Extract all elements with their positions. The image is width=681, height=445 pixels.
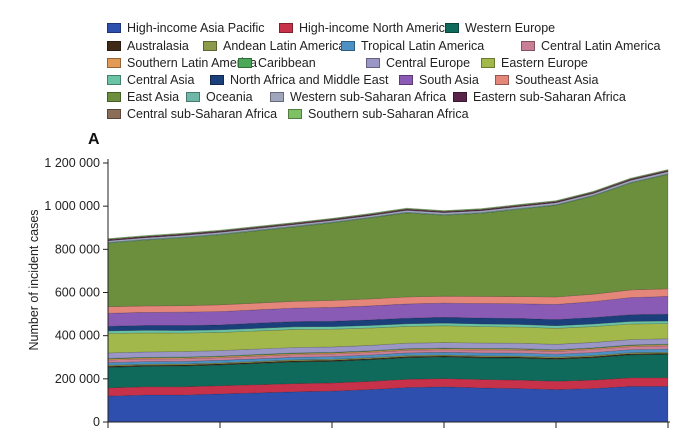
chart-legend: High-income Asia Pacific High-income Nort… bbox=[0, 0, 681, 130]
legend-swatch bbox=[495, 75, 509, 85]
legend-label: Central Europe bbox=[386, 56, 471, 70]
legend-label: Oceania bbox=[206, 90, 253, 104]
y-axis-label: Number of incident cases bbox=[27, 209, 41, 350]
legend-item-eastern-sub-saharan-africa: Eastern sub-Saharan Africa bbox=[453, 90, 626, 104]
legend-item-central-latin-america: Central Latin America bbox=[521, 39, 661, 53]
y-tick-label: 800 000 bbox=[55, 242, 100, 256]
legend-label: Eastern sub-Saharan Africa bbox=[473, 90, 626, 104]
legend-label: North Africa and Middle East bbox=[230, 73, 389, 87]
legend-label: Andean Latin America bbox=[223, 39, 346, 53]
legend-label: Australasia bbox=[127, 39, 189, 53]
legend-label: High-income North America bbox=[299, 21, 452, 35]
legend-label: High-income Asia Pacific bbox=[127, 21, 265, 35]
legend-item-central-asia: Central Asia bbox=[107, 73, 194, 87]
legend-swatch bbox=[107, 23, 121, 33]
legend-swatch bbox=[107, 41, 121, 51]
legend-item-western-europe: Western Europe bbox=[445, 21, 555, 35]
area-southern-sub-saharan-africa bbox=[107, 169, 669, 240]
legend-item-eastern-europe: Eastern Europe bbox=[481, 56, 588, 70]
legend-swatch bbox=[366, 58, 380, 68]
legend-swatch bbox=[453, 92, 467, 102]
legend-swatch bbox=[270, 92, 284, 102]
legend-label: Western Europe bbox=[465, 21, 556, 35]
legend-swatch bbox=[186, 92, 200, 102]
legend-label: South Asia bbox=[419, 73, 479, 87]
y-tick-label: 200 000 bbox=[55, 372, 100, 386]
legend-swatch bbox=[238, 58, 252, 68]
area-western-europe bbox=[107, 354, 669, 389]
legend-item-tropical-latin-america: Tropical Latin America bbox=[341, 39, 484, 53]
legend-item-high-income-north-america: High-income North America bbox=[279, 21, 452, 35]
area-south-asia bbox=[107, 296, 669, 327]
area-andean-latin-america bbox=[107, 351, 669, 367]
legend-item-andean-latin-america: Andean Latin America bbox=[203, 39, 345, 53]
legend-swatch bbox=[445, 23, 459, 33]
legend-swatch bbox=[107, 75, 121, 85]
y-tick-label: 1 200 000 bbox=[44, 156, 100, 170]
legend-item-central-europe: Central Europe bbox=[366, 56, 470, 70]
legend-item-north-africa-and-middle-east: North Africa and Middle East bbox=[210, 73, 388, 87]
legend-swatch bbox=[288, 109, 302, 119]
legend-swatch bbox=[341, 41, 355, 51]
y-tick-label: 0 bbox=[93, 415, 100, 429]
legend-swatch bbox=[107, 92, 121, 102]
area-southeast-asia bbox=[107, 288, 669, 314]
legend-swatch bbox=[279, 23, 293, 33]
legend-swatch bbox=[107, 109, 121, 119]
legend-label: Central sub-Saharan Africa bbox=[127, 107, 278, 121]
legend-label: Tropical Latin America bbox=[361, 39, 485, 53]
area-oceania bbox=[107, 173, 669, 244]
legend-swatch bbox=[203, 41, 217, 51]
legend-item-oceania: Oceania bbox=[186, 90, 253, 104]
legend-item-southern-latin-america: Southern Latin America bbox=[107, 56, 257, 70]
legend-label: Central Asia bbox=[127, 73, 195, 87]
y-tick-label: 600 000 bbox=[55, 286, 100, 300]
legend-item-east-asia: East Asia bbox=[107, 90, 179, 104]
legend-swatch bbox=[107, 58, 121, 68]
panel-label: A bbox=[88, 131, 100, 148]
legend-swatch bbox=[399, 75, 413, 85]
legend-item-caribbean: Caribbean bbox=[238, 56, 316, 70]
area-central-europe bbox=[107, 338, 669, 359]
legend-label: East Asia bbox=[127, 90, 180, 104]
legend-label: Southern Latin America bbox=[127, 56, 257, 70]
stacked-area-chart: 0 200 000 400 000 600 000 800 000 1 000 000 1 … bbox=[27, 156, 670, 429]
axes-group: 0 200 000 400 000 600 000 800 000 1 000 000 1 … bbox=[44, 156, 670, 429]
legend-item-high-income-asia-pacific: High-income Asia Pacific bbox=[107, 21, 265, 35]
y-tick-label: 400 000 bbox=[55, 329, 100, 343]
legend-item-central-sub-saharan-africa: Central sub-Saharan Africa bbox=[107, 107, 277, 121]
area-series-group bbox=[107, 169, 669, 423]
legend-swatch bbox=[210, 75, 224, 85]
legend-label: Southeast Asia bbox=[515, 73, 599, 87]
y-tick-label: 1 000 000 bbox=[44, 199, 100, 213]
legend-swatch bbox=[521, 41, 535, 51]
legend-swatch bbox=[481, 58, 495, 68]
legend-label: Eastern Europe bbox=[501, 56, 588, 70]
legend-item-western-sub-saharan-africa: Western sub-Saharan Africa bbox=[270, 90, 446, 104]
legend-label: Central Latin America bbox=[541, 39, 661, 53]
legend-item-southeast-asia: Southeast Asia bbox=[495, 73, 598, 87]
legend-item-australasia: Australasia bbox=[107, 39, 189, 53]
legend-label: Southern sub-Saharan Africa bbox=[308, 107, 469, 121]
legend-item-southern-sub-saharan-africa: Southern sub-Saharan Africa bbox=[288, 107, 469, 121]
legend-label: Western sub-Saharan Africa bbox=[290, 90, 447, 104]
legend-label: Caribbean bbox=[258, 56, 316, 70]
legend-item-south-asia: South Asia bbox=[399, 73, 479, 87]
